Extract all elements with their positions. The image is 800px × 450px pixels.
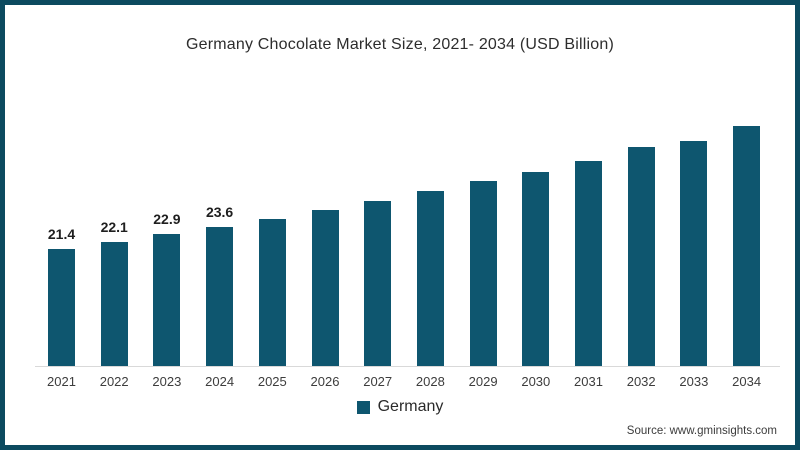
bar-2031 — [575, 161, 602, 366]
bar-2027 — [364, 201, 392, 366]
bar-2023 — [153, 234, 181, 366]
x-tick-label-2021: 2021 — [47, 374, 76, 389]
plot-area: 21.4 22.1 22.9 23.6 — [35, 90, 780, 367]
bar-2030 — [522, 172, 550, 366]
source-note: Source: www.gminsights.com — [626, 425, 777, 437]
x-tick-label-2025: 2025 — [257, 374, 287, 389]
bar-2029 — [469, 181, 497, 366]
bar-2032 — [627, 147, 655, 366]
bar-2022 — [100, 242, 128, 366]
legend-label: Germany — [377, 398, 444, 415]
x-tick-label-2033: 2033 — [679, 374, 709, 389]
x-tick-label-2028: 2028 — [415, 374, 445, 389]
legend-marker-icon — [356, 400, 370, 414]
bar-value-label-2023: 22.9 — [153, 211, 181, 227]
bar-value-label-2022: 22.1 — [100, 219, 128, 235]
x-tick-label-2032: 2032 — [626, 374, 656, 389]
bar-2034 — [733, 126, 761, 366]
legend: Germany — [5, 398, 795, 416]
bar-2025 — [258, 219, 286, 366]
x-axis: 2021 2022 2023 2024 2025 2026 2027 2028 2029 2030… — [35, 374, 780, 392]
x-tick-label-2029: 2029 — [468, 374, 498, 389]
x-tick-label-2027: 2027 — [363, 374, 393, 389]
bar-2033 — [680, 141, 708, 366]
bar-2024 — [206, 227, 234, 366]
bar-2021 — [48, 249, 75, 366]
x-tick-label-2031: 2031 — [574, 374, 603, 389]
x-tick-label-2023: 2023 — [152, 374, 182, 389]
x-tick-label-2030: 2030 — [521, 374, 551, 389]
x-tick-label-2024: 2024 — [205, 374, 235, 389]
chart-title: Germany Chocolate Market Size, 2021- 203… — [185, 36, 615, 53]
bar-value-label-2021: 21.4 — [47, 226, 76, 242]
bar-value-label-2024: 23.6 — [205, 204, 234, 220]
x-tick-label-2022: 2022 — [99, 374, 129, 389]
bar-2026 — [311, 210, 339, 366]
x-tick-label-2034: 2034 — [732, 374, 762, 389]
x-tick-label-2026: 2026 — [310, 374, 340, 389]
bar-2028 — [416, 191, 444, 366]
